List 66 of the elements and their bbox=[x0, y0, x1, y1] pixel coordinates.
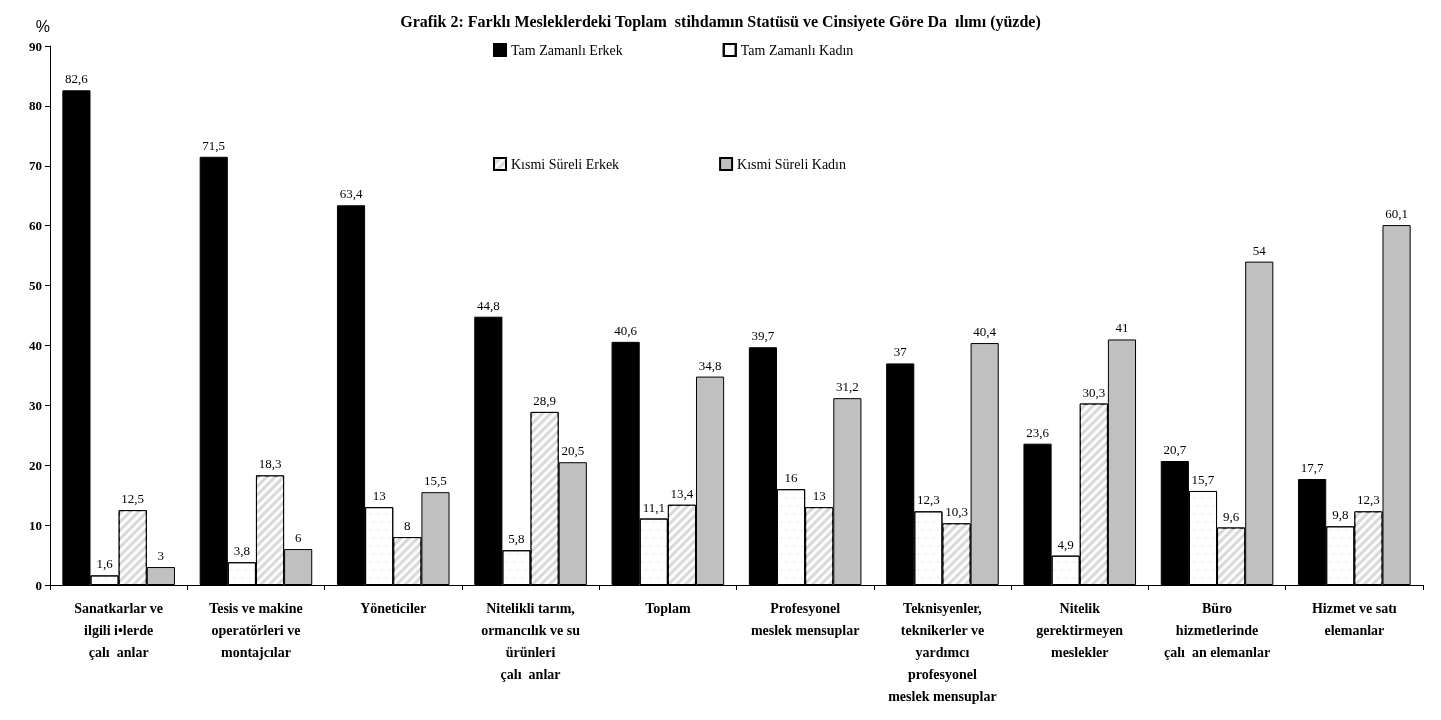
x-tick-label: Profesyonel meslek mensuplar bbox=[750, 600, 860, 638]
data-label: 44,8 bbox=[476, 297, 500, 313]
data-label: 10,3 bbox=[945, 504, 968, 520]
legend-label: Tam Zamanlı Erkek bbox=[511, 42, 623, 58]
y-tick-label: 60 bbox=[29, 218, 42, 234]
x-tick-label: Hizmet ve satı elemanlar bbox=[1311, 600, 1397, 638]
data-label: 3 bbox=[157, 548, 165, 564]
data-label: 37 bbox=[893, 344, 908, 360]
data-label: 13,4 bbox=[670, 485, 694, 501]
data-label: 23,6 bbox=[1026, 424, 1050, 440]
y-tick-label: 10 bbox=[29, 517, 42, 533]
data-label: 54 bbox=[1252, 242, 1267, 258]
data-label: 8 bbox=[404, 518, 411, 534]
x-tick-label: Toplam bbox=[645, 600, 691, 616]
data-label: 6 bbox=[294, 530, 302, 546]
data-label: 60,1 bbox=[1385, 206, 1408, 222]
data-label: 15,5 bbox=[424, 473, 447, 489]
data-label: 63,4 bbox=[339, 186, 363, 202]
data-label: 71,5 bbox=[202, 137, 226, 153]
data-label: 30,3 bbox=[1082, 384, 1106, 400]
x-tick-label: Teknisyenler, teknikerler ve yardımcı profesyonel meslek mensuplar bbox=[888, 600, 997, 704]
data-label: 9,6 bbox=[1223, 508, 1240, 524]
y-tick-label: 50 bbox=[29, 278, 42, 294]
data-label: 15,7 bbox=[1191, 471, 1215, 487]
data-label: 5,8 bbox=[508, 531, 525, 547]
data-label: 40,6 bbox=[614, 322, 638, 338]
data-label: 3,8 bbox=[233, 543, 250, 559]
data-label: 12,5 bbox=[121, 491, 145, 507]
x-tick-label: Büro hizmetlerinde çalı an elemanlar bbox=[1163, 600, 1271, 660]
data-label: 16 bbox=[784, 470, 799, 486]
x-tick-label: Nitelikli tarım, ormancılık ve su ürünleri çalı anlar bbox=[481, 600, 581, 682]
y-tick-label: 20 bbox=[29, 457, 42, 473]
y-tick-label: 0 bbox=[35, 577, 42, 593]
y-tick-label: 70 bbox=[29, 158, 42, 174]
data-label: 20,5 bbox=[561, 443, 585, 459]
y-axis-title: % bbox=[35, 17, 50, 35]
data-label: 34,8 bbox=[698, 357, 722, 373]
legend-label: Kısmi Süreli Kadın bbox=[737, 156, 846, 172]
data-label: 11,1 bbox=[642, 499, 665, 515]
data-label: 39,7 bbox=[751, 328, 775, 344]
legend-label: Tam Zamanlı Kadın bbox=[740, 42, 854, 58]
data-label: 41 bbox=[1115, 320, 1129, 336]
y-tick-label: 30 bbox=[29, 397, 42, 413]
data-label: 13 bbox=[812, 488, 826, 504]
data-label: 12,3 bbox=[917, 492, 940, 508]
x-tick-label: Yöneticiler bbox=[360, 600, 427, 616]
data-label: 31,2 bbox=[835, 379, 859, 395]
data-label: 4,9 bbox=[1057, 536, 1074, 552]
x-tick-label: Nitelik gerektirmeyen meslekler bbox=[1036, 600, 1124, 660]
y-tick-label: 40 bbox=[29, 337, 42, 353]
data-label: 12,3 bbox=[1357, 492, 1380, 508]
chart-title: Grafik 2: Farklı Mesleklerdeki Toplam stihdamın Statüsü ve Cinsiyete Göre Da ılımı (yüzde) bbox=[400, 12, 1041, 31]
data-label: 20,7 bbox=[1163, 442, 1187, 458]
data-label: 9,8 bbox=[1332, 507, 1349, 523]
x-tick-label: Sanatkarlar ve ilgili i•lerde çalı anlar bbox=[74, 600, 164, 660]
data-label: 13 bbox=[372, 488, 386, 504]
data-label: 40,4 bbox=[973, 324, 997, 340]
y-tick-label: 80 bbox=[29, 98, 42, 114]
data-label: 82,6 bbox=[65, 71, 89, 87]
data-label: 17,7 bbox=[1300, 460, 1325, 475]
data-label: 28,9 bbox=[533, 392, 556, 408]
data-label: 1,6 bbox=[96, 556, 114, 572]
data-label: 18,3 bbox=[258, 456, 282, 472]
x-tick-label: Tesis ve makine operatörleri ve montajcılar bbox=[209, 600, 303, 660]
legend-label: Kısmi Süreli Erkek bbox=[511, 156, 620, 172]
y-tick-label: 90 bbox=[29, 38, 42, 54]
